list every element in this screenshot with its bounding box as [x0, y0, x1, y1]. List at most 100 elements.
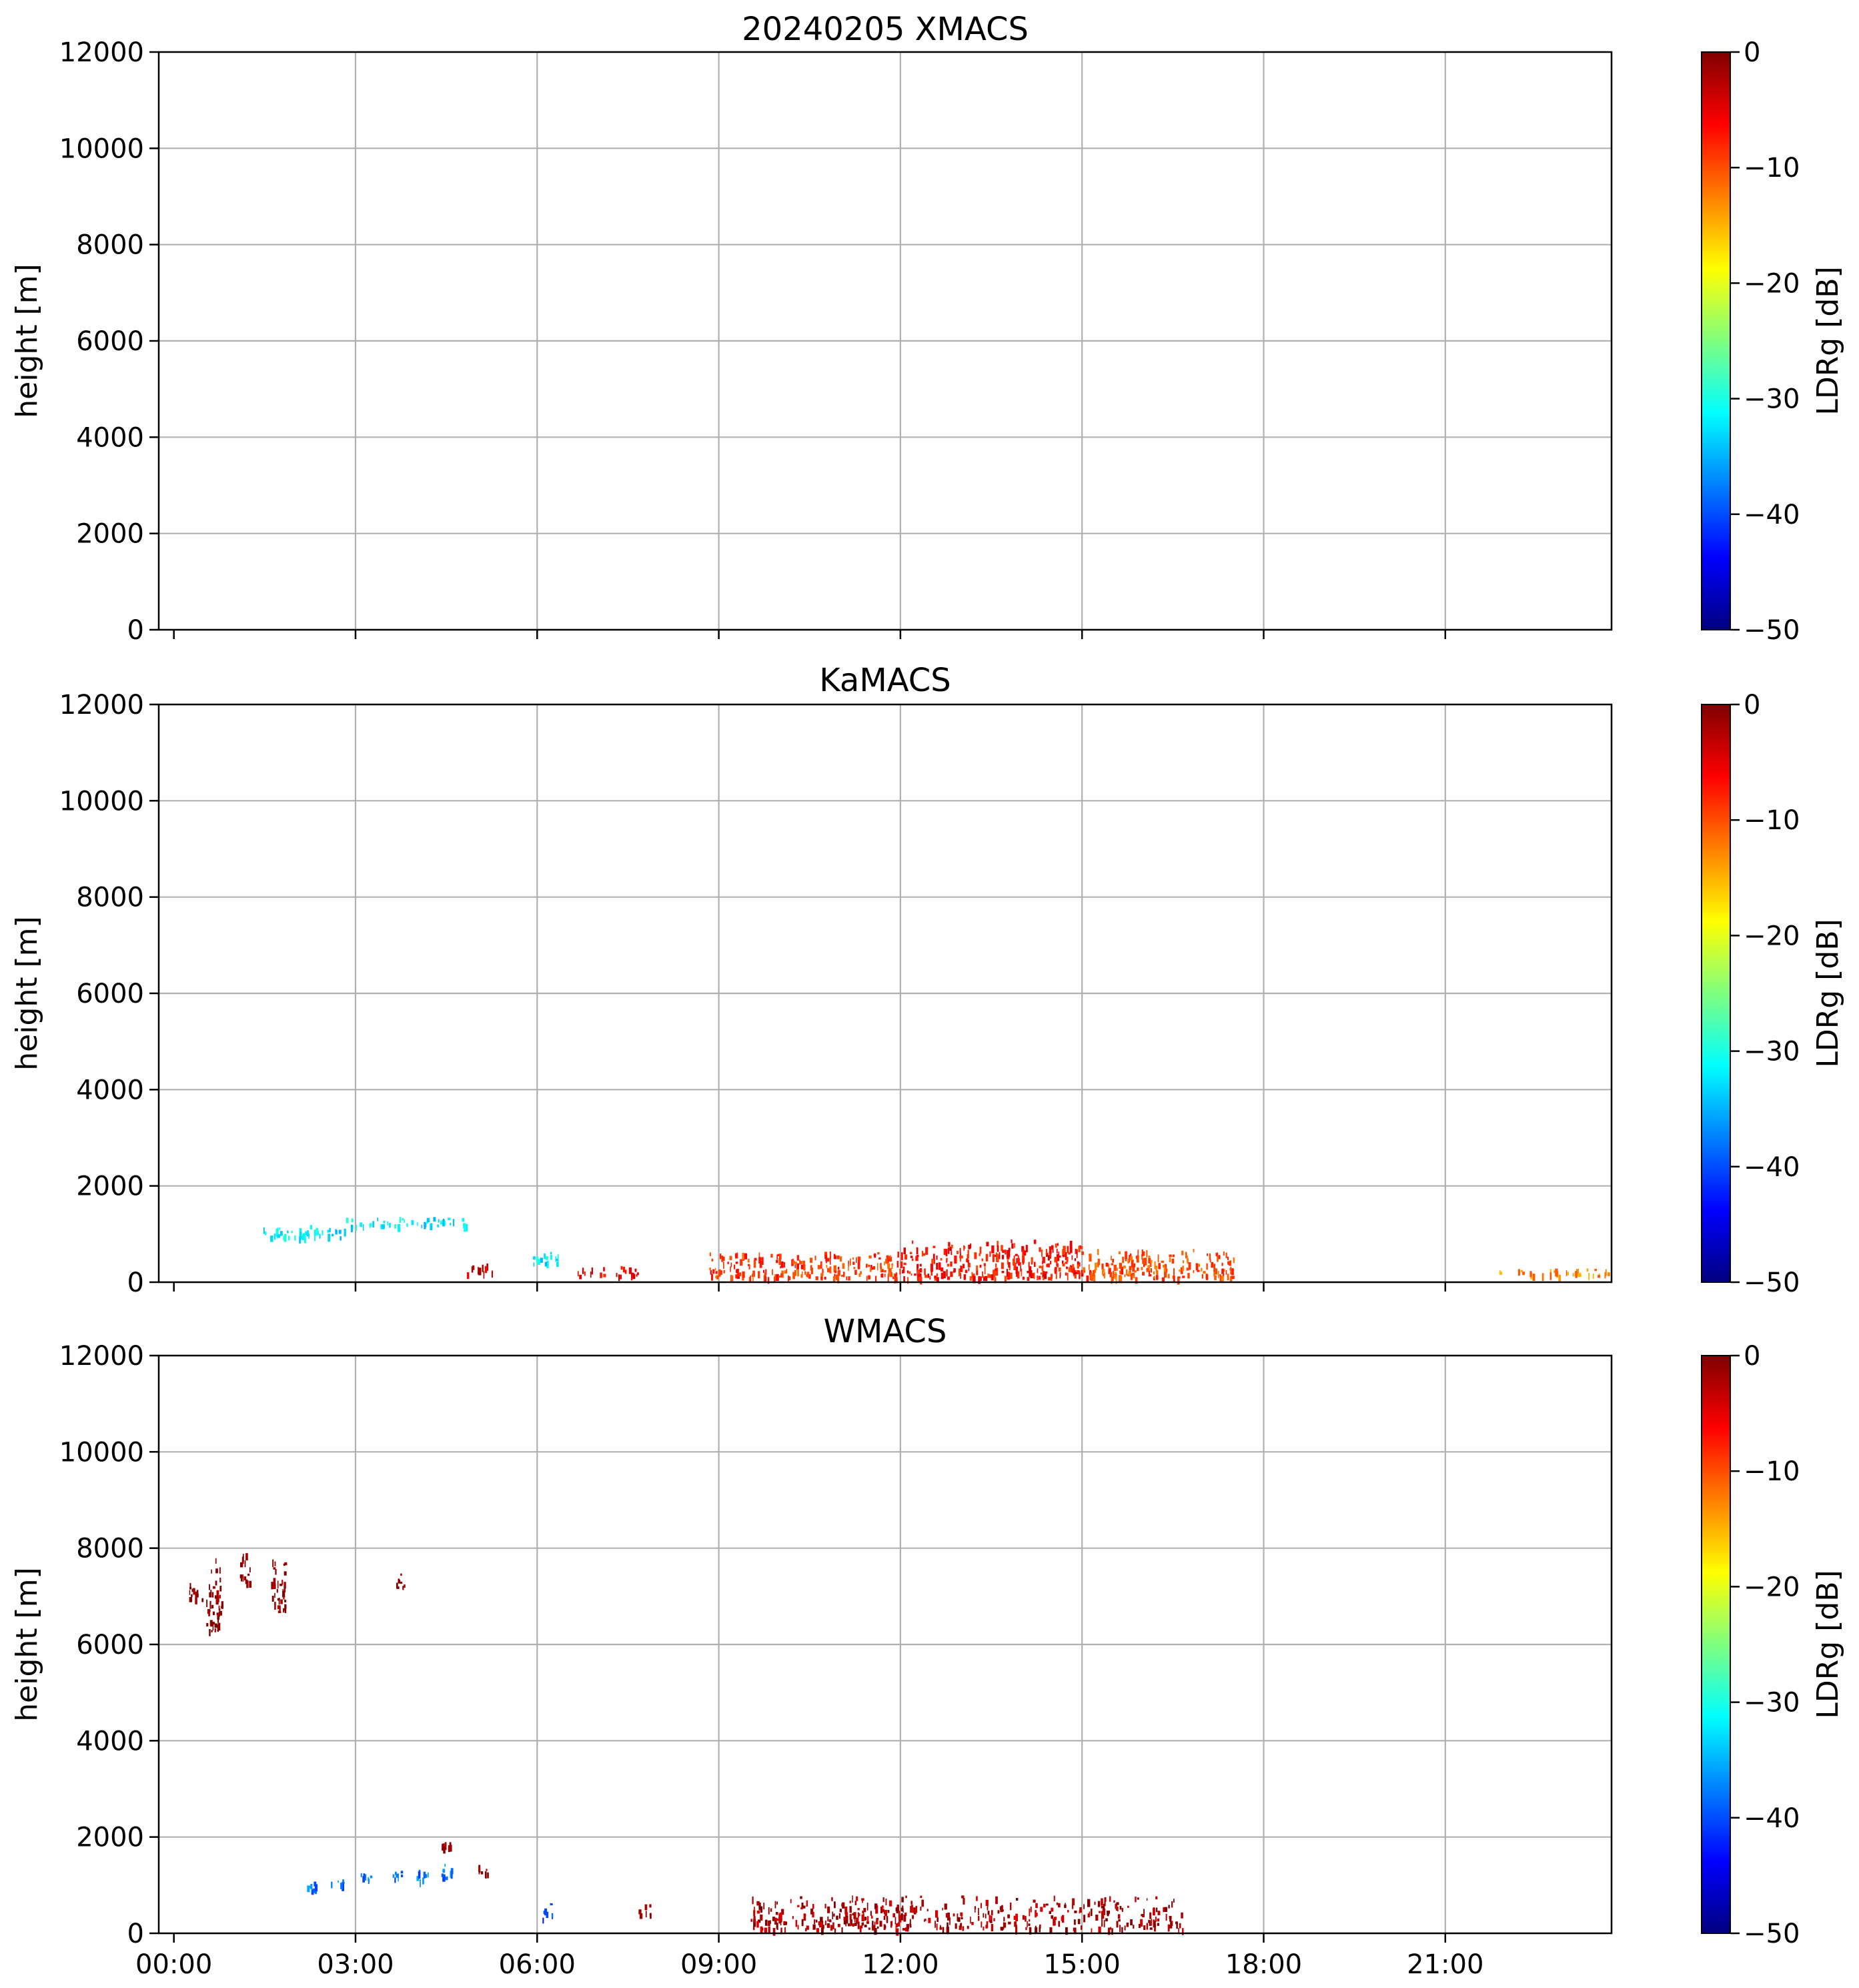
ldr-cell: [1042, 1261, 1043, 1265]
ldr-cell: [211, 1630, 213, 1632]
ldr-cell: [1575, 1271, 1578, 1278]
ldr-cell: [275, 1569, 277, 1575]
ldr-cell: [995, 1896, 998, 1905]
y-tick-label: 8000: [76, 230, 144, 261]
ldr-cell: [820, 1927, 824, 1935]
ldr-cell: [858, 1273, 861, 1278]
ldr-cell: [849, 1919, 851, 1927]
ldr-cell: [959, 1255, 961, 1259]
ldr-cell: [1002, 1909, 1004, 1912]
ldr-cell: [920, 1907, 922, 1911]
ldr-cell: [1079, 1907, 1082, 1913]
ldr-cell: [1133, 1263, 1136, 1268]
ylabel-wmacs: height [m]: [10, 1567, 44, 1721]
ldr-cell: [1030, 1906, 1032, 1913]
ldr-cell: [219, 1586, 222, 1592]
ldr-cell: [916, 1254, 919, 1258]
ldr-cell: [270, 1235, 273, 1242]
ldr-cell: [852, 1913, 854, 1916]
ldr-cell: [1107, 1911, 1109, 1915]
ldr-cell: [963, 1274, 967, 1280]
ldr-cell: [1075, 1248, 1077, 1254]
ldr-cell: [294, 1235, 296, 1241]
ldr-cell: [873, 1254, 876, 1257]
ldr-cell: [1033, 1262, 1036, 1267]
ldr-cell: [1117, 1907, 1119, 1912]
ldr-cell: [783, 1921, 786, 1925]
ldr-cell: [961, 1912, 963, 1917]
ldr-cell: [314, 1881, 317, 1887]
ldr-cell: [1102, 1269, 1105, 1274]
ldr-cell: [1051, 1907, 1054, 1912]
ldr-cell: [1111, 1263, 1113, 1266]
ldr-cell: [1001, 1245, 1003, 1252]
ldr-cell: [797, 1905, 800, 1907]
ldr-cell: [215, 1580, 217, 1586]
ldr-cell: [1004, 1276, 1007, 1284]
ldr-cell: [450, 1845, 452, 1852]
ldr-cell: [899, 1268, 900, 1275]
ldr-cell: [342, 1879, 344, 1883]
ldr-cell: [875, 1908, 878, 1914]
ldr-cell: [735, 1262, 738, 1264]
ldr-cell: [734, 1264, 736, 1270]
ldr-cell: [845, 1915, 848, 1924]
ldr-cell: [1155, 1266, 1157, 1273]
ldr-feature: [478, 1865, 489, 1879]
ldr-cell: [1146, 1923, 1148, 1930]
ldr-cell: [1230, 1267, 1232, 1275]
ldr-cell: [396, 1586, 400, 1589]
ldr-cell: [1062, 1263, 1065, 1267]
ldr-cell: [1213, 1270, 1215, 1277]
ldr-cell: [444, 1842, 447, 1851]
panel-title-xmacs: 20240205 XMACS: [742, 11, 1029, 48]
ldr-cell: [976, 1268, 979, 1276]
ldr-cell: [1038, 1276, 1041, 1280]
ldr-cell: [887, 1274, 889, 1283]
ldr-cell: [942, 1927, 945, 1933]
ldr-cell: [763, 1270, 765, 1274]
ldr-cell: [794, 1262, 798, 1266]
ldr-cell: [1135, 1277, 1138, 1284]
ldr-cell: [989, 1274, 992, 1278]
ldr-cell: [1028, 1262, 1030, 1268]
ldr-cell: [291, 1231, 293, 1233]
ldr-cell: [442, 1869, 446, 1873]
ldr-cell: [1048, 1277, 1051, 1281]
ldr-cell: [307, 1885, 310, 1893]
ldr-cell: [427, 1872, 429, 1878]
colorbar-tick-label: −40: [1744, 500, 1800, 530]
ldr-cell: [862, 1911, 864, 1915]
ldr-cell: [478, 1867, 481, 1873]
ldr-cell: [1149, 1274, 1152, 1277]
ldr-cell: [973, 1276, 976, 1284]
ldr-feature: [1499, 1268, 1610, 1283]
ldr-cell: [1177, 1276, 1180, 1285]
ldr-cell: [812, 1911, 814, 1918]
ldr-cell: [1041, 1266, 1043, 1271]
ldr-cell: [936, 1273, 939, 1277]
ldr-cell: [854, 1922, 857, 1926]
ldr-cell: [864, 1917, 867, 1921]
ldr-cell: [1176, 1921, 1178, 1929]
ldr-cell: [803, 1264, 806, 1271]
ldr-cell: [1131, 1260, 1134, 1268]
ldr-cell: [963, 1246, 966, 1249]
ldr-cell: [1050, 1260, 1052, 1265]
ldr-cell: [768, 1907, 770, 1915]
ldr-cell: [810, 1268, 813, 1274]
ldr-cell: [1141, 1254, 1143, 1260]
grid-xmacs: [159, 52, 1612, 630]
ldr-cell: [935, 1276, 938, 1281]
ldr-cell: [786, 1269, 788, 1274]
ldr-cell: [274, 1561, 276, 1566]
ldr-cell: [720, 1254, 722, 1259]
ldr-cell: [319, 1233, 321, 1239]
ldr-cell: [760, 1906, 762, 1913]
ldr-cell: [370, 1223, 372, 1227]
ldr-cell: [876, 1905, 878, 1909]
ldr-cell: [827, 1268, 830, 1273]
ldr-cell: [424, 1874, 428, 1878]
ldr-cell: [951, 1251, 953, 1256]
ldr-cell: [484, 1266, 488, 1274]
